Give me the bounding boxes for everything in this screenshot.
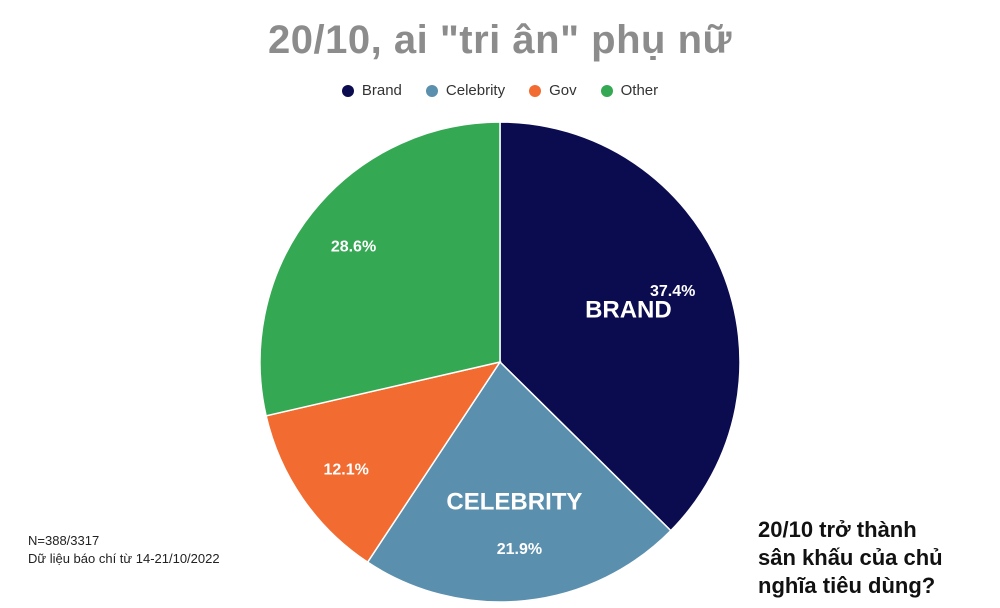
question-line-3: nghĩa tiêu dùng? bbox=[758, 573, 936, 598]
legend-item-other: Other bbox=[600, 82, 659, 99]
legend-item-gov: Gov bbox=[529, 82, 577, 99]
question-line-2: sân khấu của chủ bbox=[758, 545, 943, 570]
data-source-text: Dữ liệu báo chí từ 14-21/10/2022 bbox=[28, 551, 220, 566]
legend-item-brand: Brand bbox=[341, 82, 402, 99]
chart-legend: Brand Celebrity Gov Other bbox=[0, 82, 1000, 99]
pie-slice-brand bbox=[499, 121, 741, 532]
source-note: N=388/3317 Dữ liệu báo chí từ 14-21/10/2… bbox=[28, 532, 220, 568]
slice-label-celebrity: 21.9% bbox=[497, 541, 542, 558]
legend-item-celebrity: Celebrity bbox=[425, 82, 506, 99]
legend-dot-celebrity bbox=[425, 84, 438, 97]
slice-callout-brand: BRAND bbox=[585, 296, 672, 323]
legend-dot-other bbox=[600, 84, 613, 97]
slice-label-gov: 12.1% bbox=[324, 462, 369, 479]
chart-title: 20/10, ai "tri ân" phụ nữ bbox=[268, 18, 732, 62]
sample-size-text: N=388/3317 bbox=[28, 533, 100, 548]
legend-dot-gov bbox=[529, 84, 542, 97]
pie-slice-other bbox=[259, 121, 501, 417]
legend-label-other: Other bbox=[620, 82, 659, 99]
legend-label-gov: Gov bbox=[549, 82, 577, 99]
slice-label-brand: 37.4% bbox=[650, 283, 695, 300]
slice-callout-celebrity: CELEBRITY bbox=[446, 489, 582, 516]
question-text: 20/10 trở thành sân khấu của chủ nghĩa t… bbox=[758, 516, 998, 600]
legend-label-celebrity: Celebrity bbox=[445, 82, 506, 99]
pie-slice-celebrity bbox=[366, 360, 672, 603]
pie-slice-gov bbox=[265, 360, 502, 564]
question-line-1: 20/10 trở thành bbox=[758, 517, 917, 542]
legend-label-brand: Brand bbox=[361, 82, 402, 99]
slice-label-other: 28.6% bbox=[331, 238, 376, 255]
legend-dot-brand bbox=[341, 84, 354, 97]
